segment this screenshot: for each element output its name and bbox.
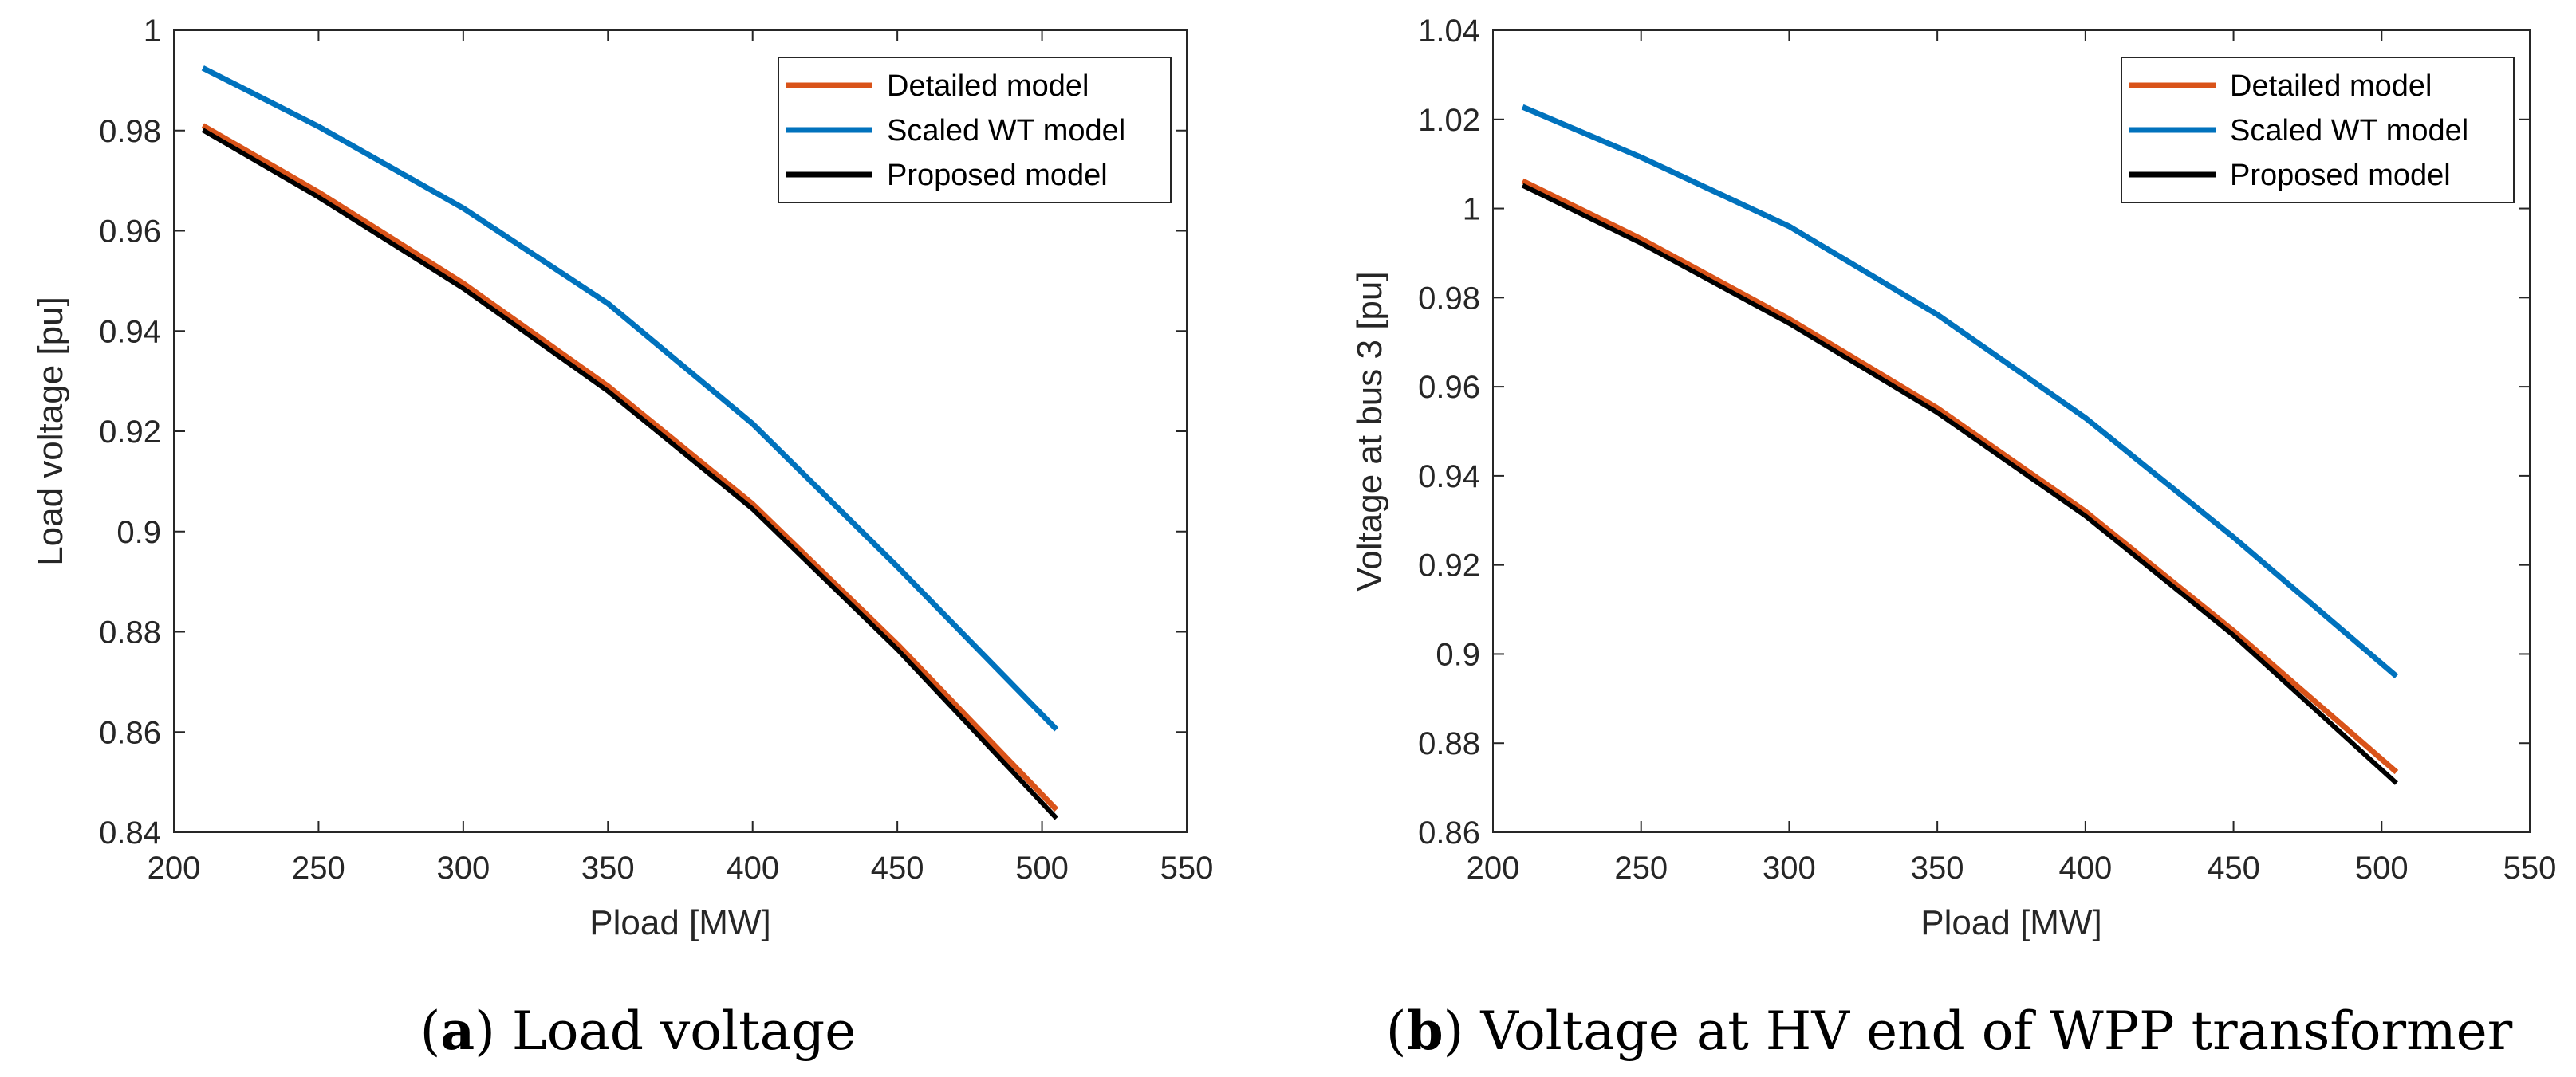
legend-label: Detailed model — [887, 69, 1089, 103]
x-tick-label: 350 — [1911, 851, 1964, 886]
series-line-detailed-model — [1521, 178, 2399, 775]
legend-label: Detailed model — [2230, 69, 2432, 103]
x-tick-label: 300 — [436, 851, 490, 886]
legend-label: Proposed model — [2230, 159, 2451, 192]
x-tick-label: 200 — [1467, 851, 1520, 886]
x-axis-label: Pload [MW] — [589, 903, 770, 942]
y-tick-label: 0.96 — [99, 214, 161, 250]
x-tick-label: 300 — [1763, 851, 1816, 886]
x-tick-label: 550 — [2503, 851, 2557, 886]
y-tick-label: 0.88 — [1418, 726, 1480, 761]
x-tick-label: 500 — [1015, 851, 1069, 886]
y-tick-label: 1 — [1463, 192, 1480, 227]
x-tick-label: 400 — [726, 851, 779, 886]
y-tick-label: 0.86 — [1418, 816, 1480, 851]
y-tick-label: 0.98 — [1418, 281, 1480, 316]
legend-label: Scaled WT model — [2230, 114, 2468, 147]
x-tick-label: 250 — [1614, 851, 1668, 886]
y-tick-label: 0.98 — [99, 114, 161, 149]
x-tick-label: 550 — [1160, 851, 1214, 886]
x-tick-label: 450 — [2207, 851, 2260, 886]
series-line-detailed-model — [201, 123, 1059, 812]
x-tick-label: 450 — [871, 851, 924, 886]
series-line-scaled-wt-model — [201, 65, 1059, 732]
y-tick-label: 0.9 — [1436, 637, 1480, 672]
y-tick-label: 1.02 — [1418, 103, 1480, 138]
y-axis-label: Voltage at bus 3 [pu] — [1350, 271, 1389, 591]
x-tick-label: 400 — [2058, 851, 2112, 886]
y-tick-label: 0.92 — [1418, 548, 1480, 584]
y-tick-label: 1.04 — [1418, 14, 1480, 49]
legend-label: Proposed model — [887, 159, 1108, 192]
x-tick-label: 250 — [292, 851, 345, 886]
series-line-proposed-model — [201, 128, 1058, 820]
chart-panel-a: 200 250 300 350 400 450 500 550 0.84 0.86 0.88 0.9 0… — [31, 14, 1213, 1062]
y-tick-label: 1 — [144, 14, 161, 49]
x-tick-label: 500 — [2355, 851, 2409, 886]
figure-caption: (b) Voltage at HV end of WPP transformer — [1386, 1000, 2513, 1062]
y-axis-label: Load voltage [pu] — [31, 297, 70, 566]
y-tick-label: 0.96 — [1418, 370, 1480, 405]
series-line-scaled-wt-model — [1521, 104, 2399, 679]
x-tick-label: 350 — [581, 851, 635, 886]
figure-caption: (a) Load voltage — [420, 1000, 857, 1062]
series-line-proposed-model — [1521, 183, 2398, 785]
y-tick-label: 0.88 — [99, 615, 161, 651]
legend-label: Scaled WT model — [887, 114, 1125, 147]
y-tick-label: 0.86 — [99, 715, 161, 750]
y-tick-label: 0.92 — [99, 415, 161, 450]
y-tick-label: 0.94 — [99, 314, 161, 349]
y-tick-label: 0.9 — [116, 515, 161, 550]
x-axis-label: Pload [MW] — [1920, 903, 2101, 942]
y-tick-label: 0.94 — [1418, 459, 1480, 494]
y-tick-label: 0.84 — [99, 816, 161, 851]
chart-panel-b: 200 250 300 350 400 450 500 550 0.86 0.88 0.9 0.92 0… — [1350, 14, 2556, 1062]
x-tick-label: 200 — [148, 851, 201, 886]
